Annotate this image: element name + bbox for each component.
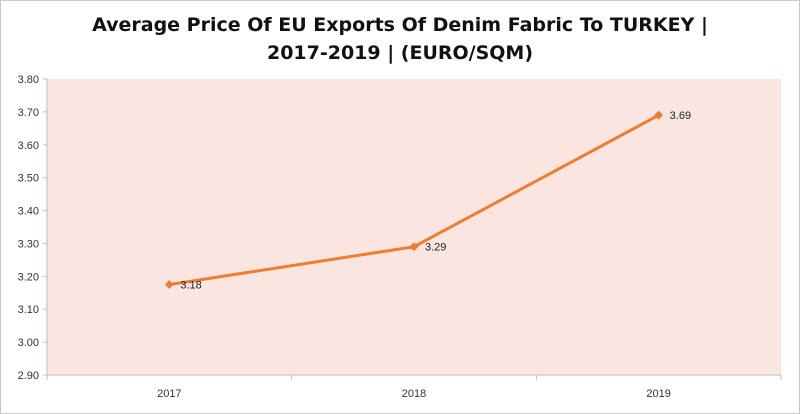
x-tick-label: 2019 — [646, 388, 670, 400]
data-label: 3.18 — [180, 280, 201, 292]
chart-title-line1: Average Price Of EU Exports Of Denim Fab… — [92, 14, 708, 36]
plot-area — [47, 79, 781, 375]
data-point-marker — [654, 110, 664, 120]
y-tick-label: 3.40 — [18, 206, 39, 218]
x-axis-ticks: 2017 2018 2019 — [46, 375, 782, 400]
y-tick-label: 3.80 — [18, 74, 39, 86]
data-label: 3.29 — [425, 242, 446, 254]
y-axis-ticks: 3.80 3.70 3.60 3.50 3.40 3.30 3.20 3.10 3.00 2.90 — [18, 74, 47, 382]
chart-title-line2: 2017-2019 | (EURO/SQM) — [266, 42, 534, 64]
y-tick-label: 3.30 — [18, 238, 39, 250]
data-point-marker — [409, 242, 419, 252]
data-point-marker — [164, 280, 174, 290]
x-tick-label: 2018 — [402, 388, 426, 400]
data-label: 3.69 — [670, 110, 691, 122]
y-tick-label: 3.60 — [18, 140, 39, 152]
y-tick-label: 3.50 — [18, 173, 39, 185]
y-tick-label: 3.70 — [18, 107, 39, 119]
y-tick-label: 3.20 — [18, 271, 39, 283]
y-tick-label: 3.10 — [18, 304, 39, 316]
x-tick-label: 2017 — [157, 388, 181, 400]
series-group: 3.18 3.29 3.69 — [164, 110, 691, 292]
y-tick-label: 2.90 — [18, 370, 39, 382]
y-tick-label: 3.00 — [18, 337, 39, 349]
chart-title: Average Price Of EU Exports Of Denim Fab… — [1, 11, 799, 67]
